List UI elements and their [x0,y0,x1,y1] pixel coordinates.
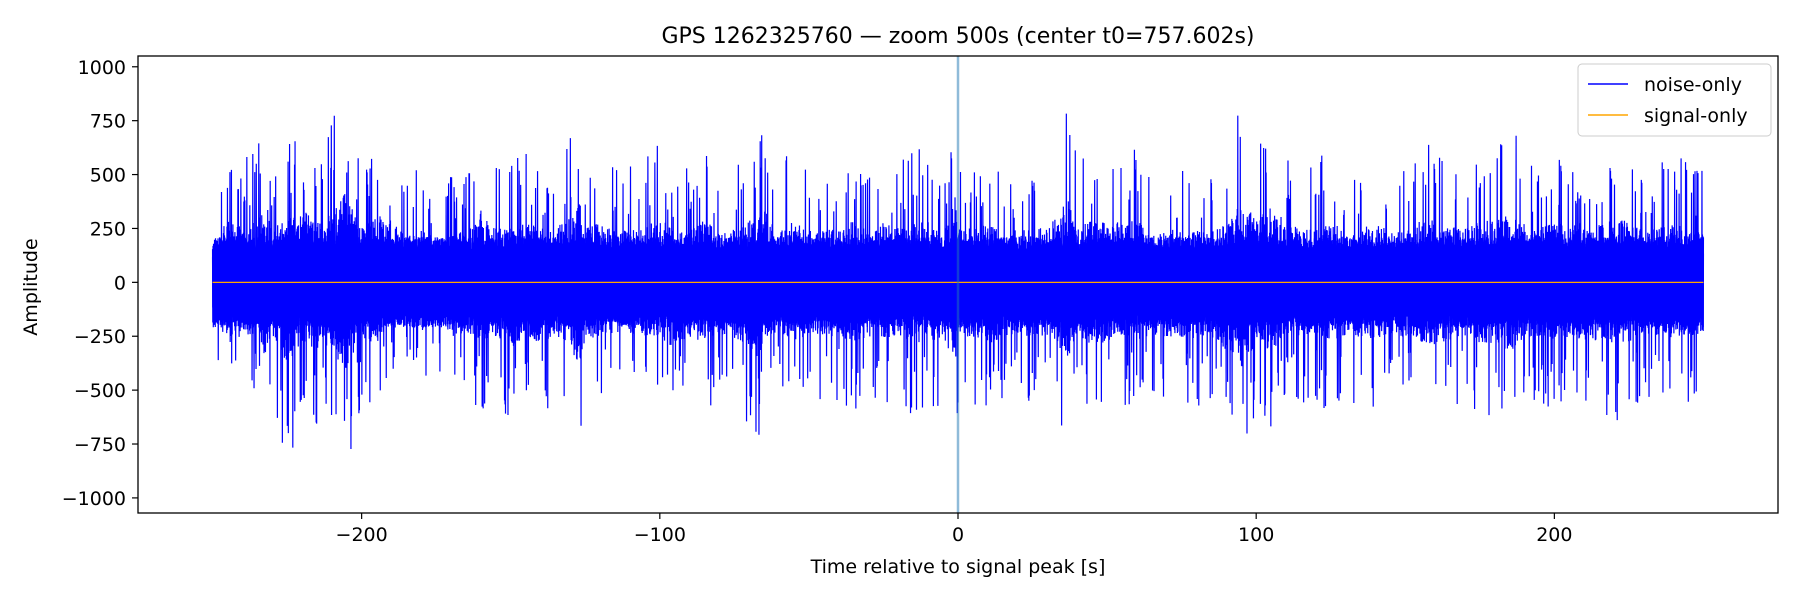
y-tick-label: −500 [74,380,126,402]
y-tick-label: 250 [90,218,126,240]
y-tick-label: 750 [90,111,126,133]
legend-label: signal-only [1644,105,1748,127]
x-tick-label: −200 [336,524,388,546]
x-tick-label: −100 [634,524,686,546]
x-tick-label: 200 [1536,524,1572,546]
legend-box [1577,63,1772,137]
y-tick-label: 500 [90,165,126,187]
legend: noise-only signal-only [1577,63,1772,137]
y-axis-label: Amplitude [20,238,42,335]
axes: −200 −100 0 100 20010007505002500−250−500−75… [62,55,1779,546]
x-tick-label: 100 [1238,524,1274,546]
legend-label: noise-only [1644,74,1742,96]
y-tick-label: −750 [74,434,126,456]
x-axis-label: Time relative to signal peak [s] [810,556,1106,578]
chart-title: GPS 1262325760 — zoom 500s (center t0=75… [661,24,1254,49]
y-tick-label: 0 [114,272,126,294]
y-tick-label: 1000 [78,57,126,79]
y-tick-label: −250 [74,326,126,348]
plot-area [211,56,1705,513]
y-tick-label: −1000 [62,488,126,510]
x-tick-label: 0 [952,524,964,546]
